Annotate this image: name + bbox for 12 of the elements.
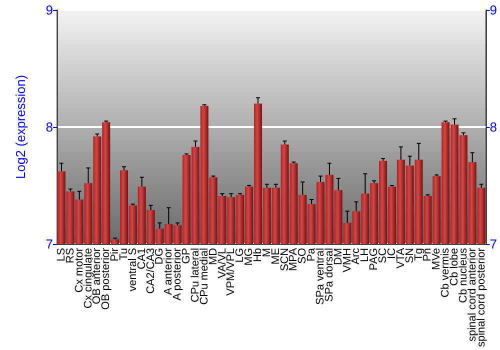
y2-tick-label: 8 [490, 119, 498, 134]
y-tick-label: 9 [46, 2, 53, 18]
y2-tick-label: 9 [490, 2, 498, 18]
x-tick-label: CPu medial [198, 248, 210, 305]
x-tick-label: OB posterior [100, 248, 112, 310]
y-tick-label: 7 [46, 236, 53, 252]
y-axis-title: Log2 (expression) [13, 74, 28, 180]
x-tick-label: A posterior [172, 248, 184, 301]
x-tick-label: IC [386, 248, 398, 259]
y-tick-label: 8 [46, 119, 53, 134]
y2-tick-label: 7 [490, 236, 498, 252]
x-tick-label: RS [64, 248, 76, 264]
